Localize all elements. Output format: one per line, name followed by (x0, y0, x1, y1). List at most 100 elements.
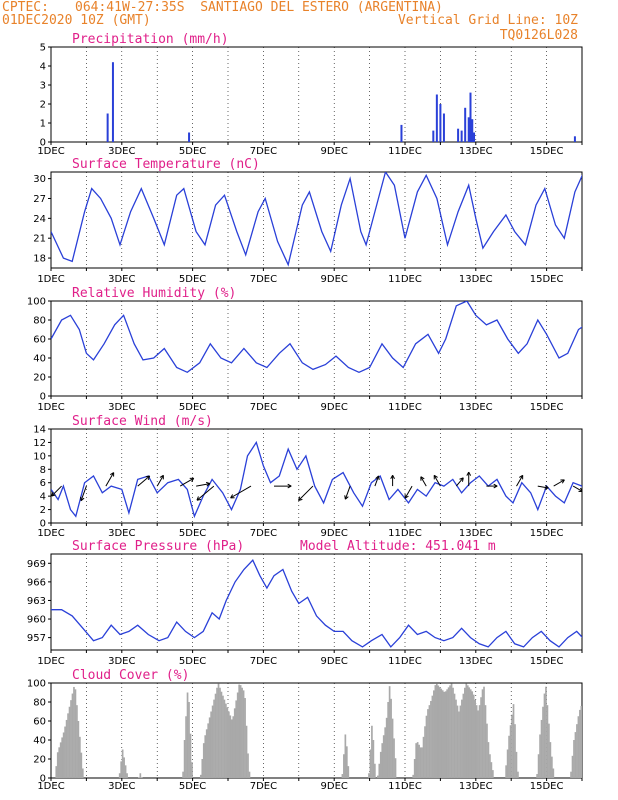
cloud-bar (469, 689, 472, 778)
cloud-bar (379, 751, 382, 778)
cloud-bar (343, 754, 345, 778)
x-tick-label: 3DEC (108, 656, 135, 667)
pressure-annotation: Model Altitude: 451.041 m (300, 539, 496, 554)
pressure-panel: 957 960 963 966 969 1DEC 3DEC 5DEC 7DEC 9DEC 11DEC… (27, 539, 583, 667)
wind-arrow (486, 483, 498, 489)
cloud-bar (185, 716, 187, 778)
cloud-bar (188, 702, 190, 778)
cloud-bar (492, 770, 494, 778)
x-tick-label: 1DEC (37, 402, 64, 413)
cloud-bar (208, 717, 211, 778)
wind-arrow (466, 471, 472, 487)
x-tick-label: 9DEC (321, 274, 348, 285)
cloud-bar (229, 715, 232, 778)
cloud-bar (440, 688, 443, 778)
cloud-bar (483, 686, 485, 778)
cloud-bar (371, 725, 373, 778)
wind-arrow (230, 485, 252, 499)
x-tick-label: 15DEC (530, 656, 564, 667)
cloud-bar (474, 699, 476, 778)
cloud-bar (458, 711, 460, 778)
cloud-bar (67, 713, 69, 778)
precipitation-bar (460, 130, 463, 142)
x-tick-label: 5DEC (179, 146, 206, 157)
y-tick-label: 0 (40, 774, 46, 785)
cloud-bar (551, 756, 553, 778)
x-tick-label: 1DEC (37, 274, 64, 285)
cloud-bar (505, 765, 507, 778)
cloud-bar (576, 724, 578, 778)
cloud-bar (456, 705, 459, 778)
cloud-bar (244, 698, 246, 778)
x-tick-label: 3DEC (108, 146, 135, 157)
cloud-bar (515, 751, 518, 778)
y-tick-label: 60 (33, 335, 46, 346)
cloud-bar (484, 705, 487, 778)
cloud-bar (73, 686, 75, 778)
cloud-bar (118, 773, 121, 778)
y-tick-label: 20 (33, 755, 46, 766)
wind-arrow (572, 485, 582, 492)
cloud-bar (427, 709, 429, 778)
cloud-bar (481, 689, 484, 778)
wind-arrow (298, 485, 314, 501)
x-tick-label: 9DEC (321, 146, 348, 157)
cloud-bar (374, 763, 376, 778)
cloud-bar (486, 723, 488, 778)
wind-series-line (51, 440, 582, 519)
cloud-bar (435, 683, 438, 778)
cloud-bar (346, 746, 348, 778)
cloud-cover-data (55, 683, 582, 778)
cloud-bar (242, 690, 245, 778)
cloud-bar (487, 742, 490, 778)
wind-arrow (553, 479, 565, 487)
cloud-bar (191, 762, 193, 778)
cloud-bar (394, 758, 397, 778)
cloud-bar (223, 699, 226, 778)
precipitation-data (106, 62, 576, 142)
cloud-bar (425, 715, 428, 778)
cloud-bar (570, 771, 572, 778)
cloud-bar (207, 723, 210, 778)
y-tick-label: 60 (33, 717, 46, 728)
cloud-bar (391, 718, 394, 778)
cloud-bar (539, 734, 541, 778)
cloud-bar (537, 754, 540, 778)
cloud-bar (421, 747, 423, 778)
precipitation-panel: 0 1 2 3 4 5 1DEC 3DEC 5DEC 7DEC 9DEC 11DEC 13DEC 15DE… (37, 32, 583, 157)
y-tick-label: 18 (33, 254, 46, 265)
temperature-panel: 18 21 24 27 30 1DEC 3DEC 5DEC 7DEC 9DEC 11DEC 13DEC… (33, 157, 583, 285)
cloud-bar (413, 759, 416, 778)
cloud-bar (382, 735, 385, 778)
precipitation-bar (435, 94, 438, 142)
cloud-bar (186, 692, 189, 778)
wind-arrow (344, 485, 351, 500)
cloud-bar (468, 687, 471, 778)
cloud-bar (433, 690, 435, 778)
cloud-bar (219, 687, 221, 778)
cloud-bar (489, 754, 491, 778)
pressure-frame (50, 553, 583, 651)
y-tick-label: 14 (33, 425, 46, 436)
x-tick-label: 15DEC (530, 528, 564, 539)
cloud-bar (241, 687, 243, 778)
y-tick-label: 30 (33, 174, 46, 185)
cloud-bar (59, 742, 62, 778)
wind-arrow (433, 474, 441, 487)
cloud-bar (381, 743, 384, 778)
wind-frame (50, 428, 583, 524)
wind-arrow (156, 474, 164, 487)
precipitation-bar (464, 107, 467, 142)
cloud-bar (464, 687, 466, 778)
cloud-bar (74, 689, 77, 778)
precipitation-bar (471, 119, 474, 142)
cloud-bar (70, 700, 72, 778)
cloud-bar (201, 759, 204, 778)
x-tick-label: 11DEC (388, 528, 422, 539)
cloud-bar (545, 686, 547, 778)
cloud-bar (434, 685, 437, 778)
x-tick-label: 3DEC (108, 402, 135, 413)
y-tick-label: 5 (40, 43, 46, 54)
cloud-bar (368, 773, 370, 778)
